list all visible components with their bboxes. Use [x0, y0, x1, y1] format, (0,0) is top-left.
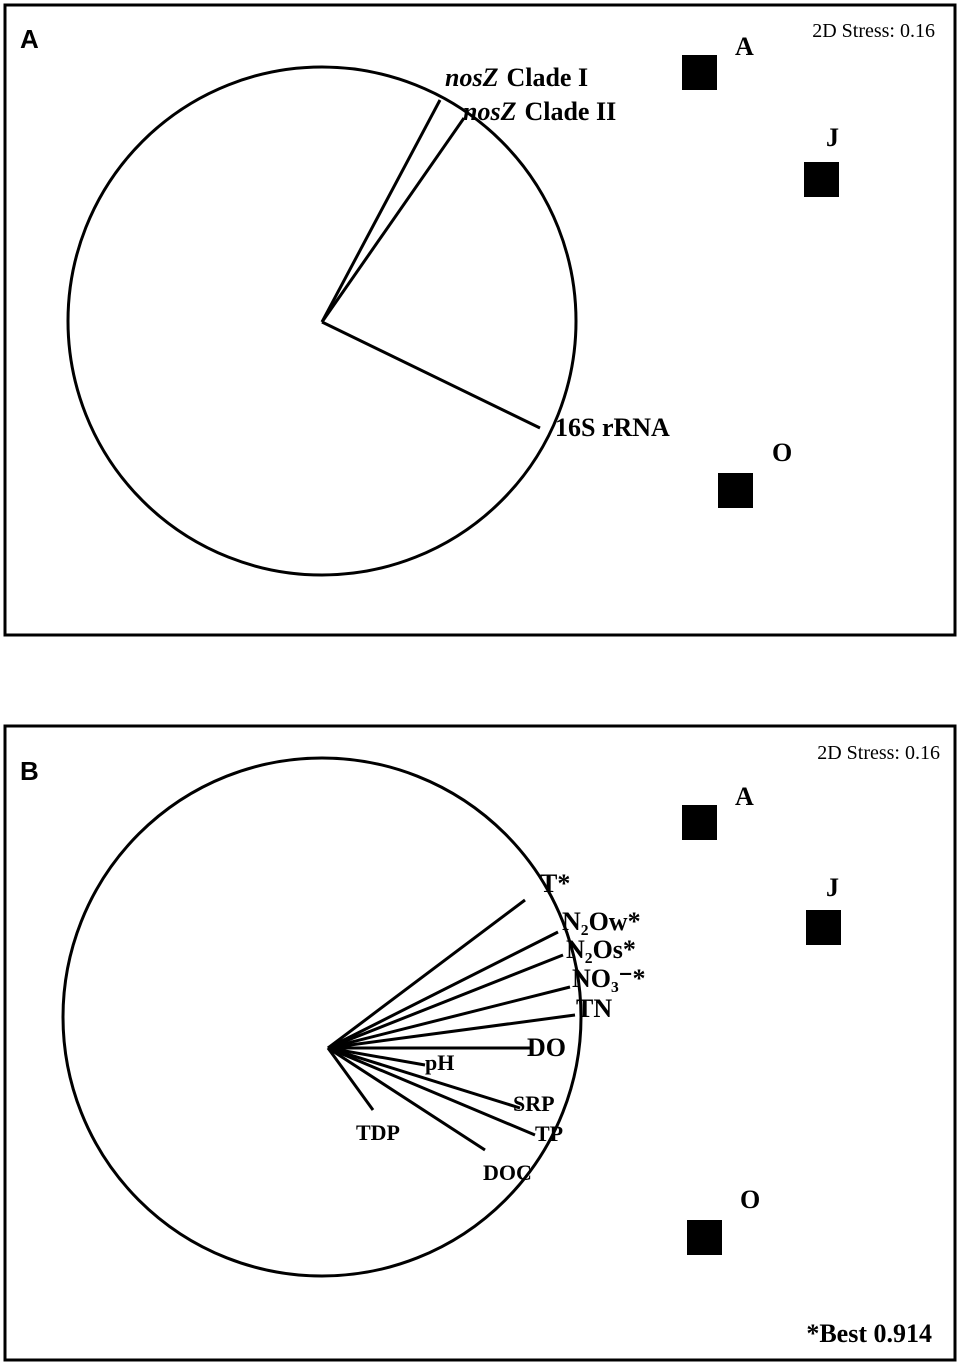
vector-label: DOC [483, 1160, 532, 1185]
vector-label: DO [527, 1033, 566, 1062]
vector [326, 1047, 375, 1111]
vector [327, 898, 526, 1050]
sample-point [806, 910, 841, 945]
vector [327, 1046, 426, 1067]
variable-name: N₂Ow* [562, 907, 641, 936]
variable-name: TDP [356, 1120, 400, 1145]
vector [327, 953, 564, 1050]
variable-name: TN [576, 994, 612, 1023]
vector [320, 99, 442, 323]
sample-point [682, 55, 717, 90]
sample-label: A [735, 32, 754, 61]
gene-name: nosZ [463, 97, 517, 126]
variable-name: DO [527, 1033, 566, 1062]
sample-label: J [826, 873, 839, 902]
clade-name: Clade II [524, 97, 616, 126]
correlation-circle [66, 65, 578, 577]
correlation-circle [61, 756, 583, 1278]
variable-name: N₂Os* [566, 935, 636, 964]
sample-label: A [735, 782, 754, 811]
variable-name: T* [540, 869, 570, 898]
vector [327, 1046, 536, 1137]
vector-label: T* [540, 869, 570, 898]
panel-letter: A [20, 24, 39, 54]
vector-label: nosZ Clade II [463, 97, 616, 126]
vector-label: NO₃⁻* [572, 964, 646, 993]
sample-point [687, 1220, 722, 1255]
vector [327, 1046, 521, 1110]
vector [327, 1013, 576, 1050]
variable-name: 16S rRNA [555, 413, 670, 442]
sample-point [682, 805, 717, 840]
sample-label: O [772, 438, 792, 467]
variable-name: TP [535, 1121, 563, 1146]
variable-name: pH [425, 1050, 454, 1075]
vector-label: nosZ Clade I [445, 63, 588, 92]
vector-label: TDP [356, 1120, 400, 1145]
vector-label: N₂Os* [566, 935, 636, 964]
vector [321, 320, 541, 430]
sample-label: J [826, 123, 839, 152]
vector [327, 1046, 486, 1152]
sample-label: O [740, 1185, 760, 1214]
best-note: *Best 0.914 [806, 1319, 932, 1348]
vector-label: pH [425, 1050, 454, 1075]
sample-point [718, 473, 753, 508]
vector [327, 985, 571, 1050]
panel-letter: B [20, 756, 39, 786]
stress-label: 2D Stress: 0.16 [817, 742, 940, 764]
gene-name: nosZ [445, 63, 499, 92]
vector-label: N₂Ow* [562, 907, 641, 936]
vector-label: SRP [513, 1091, 555, 1116]
variable-name: DOC [483, 1160, 532, 1185]
vector-label: TP [535, 1121, 563, 1146]
clade-name: Clade I [506, 63, 588, 92]
vector-label: 16S rRNA [555, 413, 670, 442]
vector [327, 930, 559, 1050]
panel-frame [3, 724, 957, 1362]
vector-label: TN [576, 994, 612, 1023]
vector [320, 117, 466, 323]
sample-point [804, 162, 839, 197]
panel-frame [3, 3, 957, 637]
variable-name: SRP [513, 1091, 555, 1116]
stress-label: 2D Stress: 0.16 [812, 20, 935, 42]
variable-name: NO₃⁻* [572, 964, 646, 993]
